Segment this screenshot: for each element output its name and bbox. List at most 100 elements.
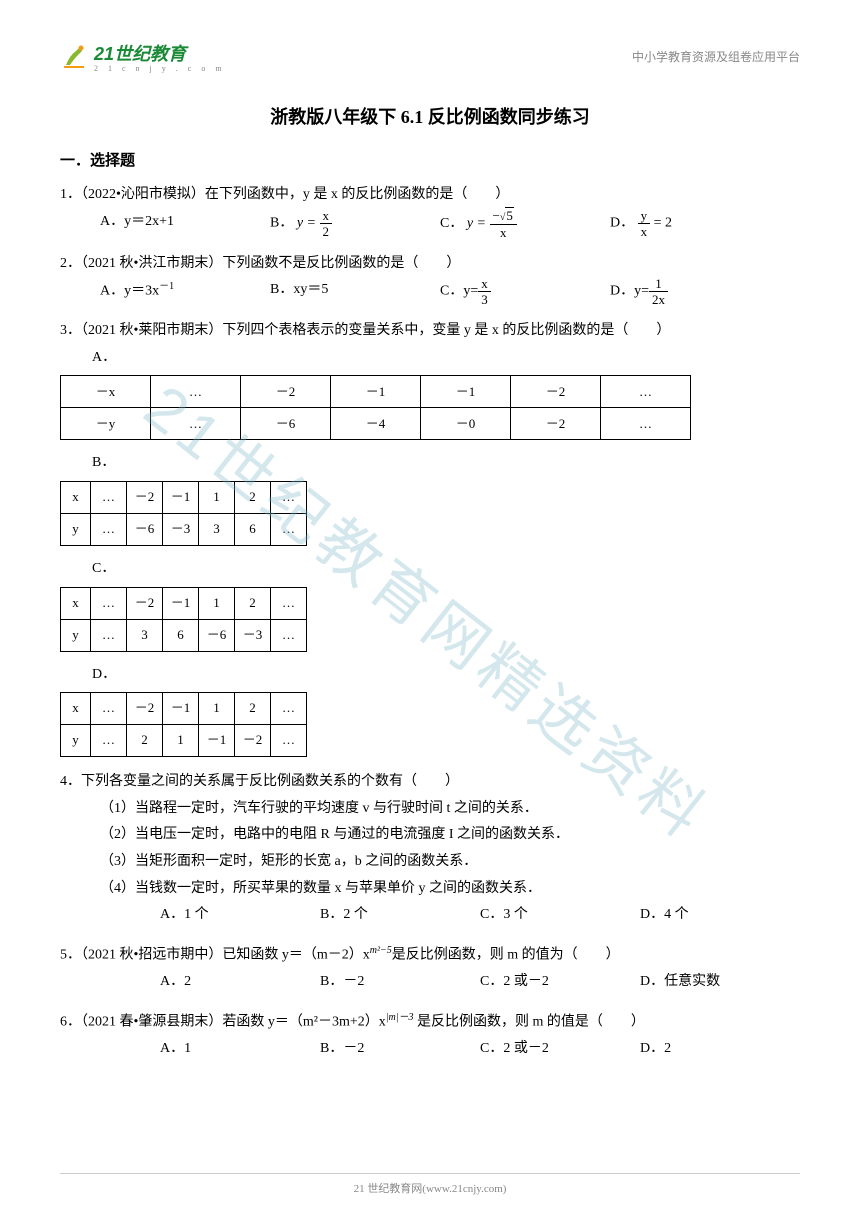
- q4-p4: （4）当钱数一定时，所买苹果的数量 x 与苹果单价 y 之间的函数关系．: [60, 876, 800, 903]
- q3-c-label: C．: [60, 556, 800, 583]
- q2-option-a: A．y＝3x－1: [100, 277, 270, 306]
- cell: －3: [235, 619, 271, 651]
- q2-c-num: x: [478, 277, 491, 292]
- q4-option-c: C．3 个: [480, 902, 640, 929]
- q1-option-d: D． yx = 2: [610, 209, 780, 239]
- cell: y: [61, 513, 91, 545]
- q2-option-d: D．y=12x: [610, 277, 780, 306]
- q5-option-b: B．－2: [320, 969, 480, 996]
- logo-main-text: 21世纪教育: [94, 40, 226, 66]
- q4-option-b: B．2 个: [320, 902, 480, 929]
- q5-option-a: A．2: [160, 969, 320, 996]
- cell: …: [91, 619, 127, 651]
- q5-post: 是反比例函数，则 m 的值为（ ）: [392, 947, 620, 962]
- q5-sup: m²−5: [370, 945, 392, 956]
- q2-d-text: D．y=: [610, 284, 649, 299]
- question-3: 3．（2021 秋•莱阳市期末）下列四个表格表示的变量关系中，变量 y 是 x …: [60, 318, 800, 757]
- cell: －y: [61, 408, 151, 440]
- q1-b-label: B．: [270, 215, 293, 230]
- cell: 1: [199, 693, 235, 725]
- cell: …: [271, 725, 307, 757]
- page-title: 浙教版八年级下 6.1 反比例函数同步练习: [60, 103, 800, 129]
- q2-c-text: C．y=: [440, 284, 478, 299]
- q3-b-label: B．: [60, 450, 800, 477]
- cell: －3: [163, 513, 199, 545]
- cell: 2: [235, 587, 271, 619]
- q6-option-c: C．2 或－2: [480, 1036, 640, 1063]
- q2-a-text: A．y＝3x: [100, 284, 159, 299]
- page-footer: 21 世纪教育网(www.21cnjy.com): [60, 1173, 800, 1196]
- q1-c-lhs: y =: [467, 216, 486, 231]
- logo-icon: [60, 43, 88, 71]
- q3-table-b: x…－2－112… y…－6－336…: [60, 481, 307, 546]
- cell: －2: [127, 587, 163, 619]
- q4-p2: （2）当电压一定时，电路中的电阻 R 与通过的电流强度 I 之间的函数关系．: [60, 822, 800, 849]
- q2-c-den: 3: [478, 292, 491, 306]
- cell: …: [91, 587, 127, 619]
- cell: …: [271, 513, 307, 545]
- cell: y: [61, 619, 91, 651]
- q1-b-num: x: [320, 209, 333, 224]
- q5-options: A．2 B．－2 C．2 或－2 D．任意实数: [60, 969, 800, 996]
- question-5: 5．（2021 秋•招远市期中）已知函数 y＝（m－2）xm²−5是反比例函数，…: [60, 941, 800, 996]
- logo-text-block: 21世纪教育 2 1 c n j y . c o m: [94, 40, 226, 73]
- q2-options: A．y＝3x－1 B．xy＝5 C．y=x3 D．y=12x: [60, 277, 800, 306]
- cell: －1: [163, 481, 199, 513]
- cell: －1: [331, 376, 421, 408]
- q2-d-frac: 12x: [649, 277, 668, 306]
- q3-text: 3．（2021 秋•莱阳市期末）下列四个表格表示的变量关系中，变量 y 是 x …: [60, 318, 800, 345]
- q5-option-c: C．2 或－2: [480, 969, 640, 996]
- q1-d-frac: yx: [638, 209, 651, 238]
- q6-option-b: B．－2: [320, 1036, 480, 1063]
- q1-c-num: −√5: [490, 209, 517, 225]
- section-title: 一．选择题: [60, 149, 800, 170]
- q6-post: 是反比例函数，则 m 的值是（ ）: [414, 1014, 645, 1029]
- cell: 6: [163, 619, 199, 651]
- q5-text: 5．（2021 秋•招远市期中）已知函数 y＝（m－2）xm²−5是反比例函数，…: [60, 941, 800, 969]
- q3-d-label: D．: [60, 662, 800, 689]
- cell: …: [601, 376, 691, 408]
- q6-option-a: A．1: [160, 1036, 320, 1063]
- q3-table-d: x…－2－112… y…21－1－2…: [60, 692, 307, 757]
- cell: 1: [199, 481, 235, 513]
- cell: …: [271, 619, 307, 651]
- logo: 21世纪教育 2 1 c n j y . c o m: [60, 40, 226, 73]
- cell: －2: [127, 481, 163, 513]
- q1-d-label: D．: [610, 215, 634, 230]
- question-6: 6．（2021 春•肇源县期末）若函数 y＝（m²－3m+2）x|m|－3 是反…: [60, 1008, 800, 1063]
- cell: －4: [331, 408, 421, 440]
- q3-a-label: A．: [60, 345, 800, 372]
- q1-b-frac: x2: [320, 209, 333, 238]
- cell: x: [61, 587, 91, 619]
- cell: …: [91, 693, 127, 725]
- cell: …: [271, 481, 307, 513]
- cell: 2: [127, 725, 163, 757]
- cell: 6: [235, 513, 271, 545]
- q4-option-a: A．1 个: [160, 902, 320, 929]
- q5-pre: 5．（2021 秋•招远市期中）已知函数 y＝（m－2）x: [60, 947, 370, 962]
- cell: －2: [511, 408, 601, 440]
- cell: －2: [511, 376, 601, 408]
- q1-option-c: C． y = −√5x: [440, 209, 610, 239]
- cell: －0: [421, 408, 511, 440]
- cell: …: [91, 513, 127, 545]
- cell: y: [61, 725, 91, 757]
- cell: …: [91, 481, 127, 513]
- cell: －6: [127, 513, 163, 545]
- page-header: 21世纪教育 2 1 c n j y . c o m 中小学教育资源及组卷应用平…: [60, 40, 800, 73]
- cell: －2: [127, 693, 163, 725]
- cell: …: [271, 693, 307, 725]
- q1-c-den: x: [490, 225, 517, 239]
- cell: －1: [163, 693, 199, 725]
- q1-option-b: B． y = x2: [270, 209, 440, 239]
- q1-text: 1．（2022•沁阳市模拟）在下列函数中，y 是 x 的反比例函数的是（ ）: [60, 182, 800, 209]
- q4-p1: （1）当路程一定时，汽车行驶的平均速度 v 与行驶时间 t 之间的关系．: [60, 796, 800, 823]
- q2-text: 2．（2021 秋•洪江市期末）下列函数不是反比例函数的是（ ）: [60, 251, 800, 278]
- cell: 2: [235, 693, 271, 725]
- cell: 1: [163, 725, 199, 757]
- question-1: 1．（2022•沁阳市模拟）在下列函数中，y 是 x 的反比例函数的是（ ） A…: [60, 182, 800, 239]
- q2-d-num: 1: [649, 277, 668, 292]
- q1-b-lhs: y =: [297, 215, 316, 230]
- q2-c-frac: x3: [478, 277, 491, 306]
- q1-c-label: C．: [440, 216, 463, 231]
